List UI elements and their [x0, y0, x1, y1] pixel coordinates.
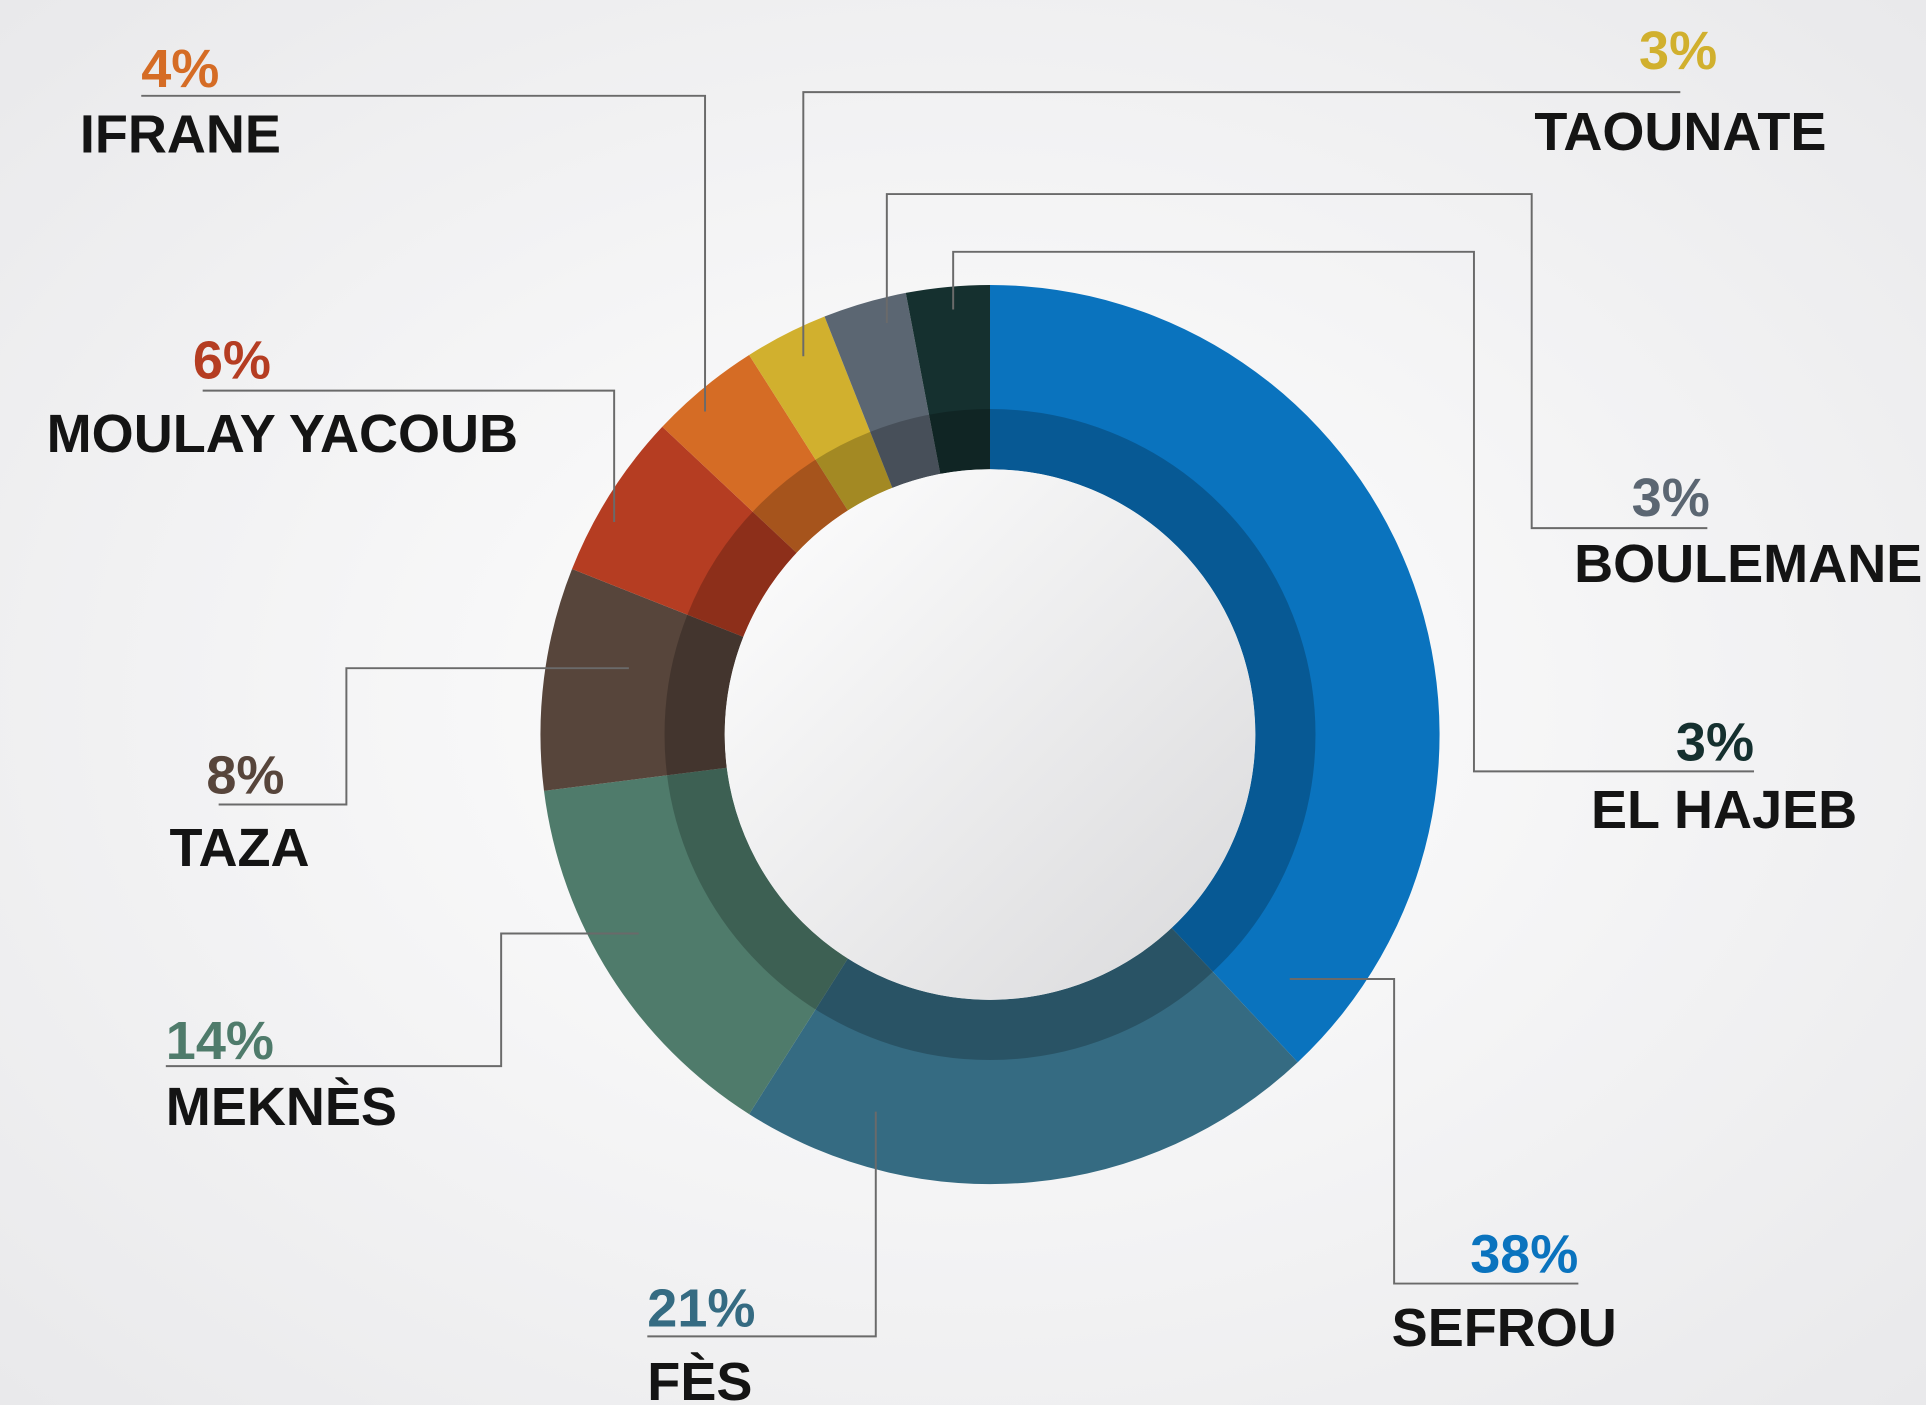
value-label: 8%	[206, 745, 284, 805]
category-label: TAZA	[170, 818, 310, 878]
category-label: MOULAY YACOUB	[47, 404, 518, 464]
leader-line	[218, 667, 629, 806]
leader-line	[802, 91, 1681, 357]
donut-segment	[749, 316, 893, 511]
value-label: 6%	[193, 330, 271, 390]
category-label: BOULEMANE	[1574, 534, 1922, 594]
leader-line	[647, 1111, 877, 1338]
value-label: 21%	[647, 1279, 755, 1339]
value-label: 4%	[141, 39, 219, 99]
category-label: FÈS	[647, 1352, 752, 1405]
donut-segment	[543, 767, 848, 1115]
value-label: 3%	[1639, 21, 1717, 81]
category-label: MEKNÈS	[166, 1077, 397, 1137]
donut-segment	[990, 284, 1440, 1063]
category-label: IFRANE	[80, 104, 281, 164]
donut-segment	[572, 426, 797, 637]
donut-segment	[749, 927, 1298, 1185]
leader-line	[952, 250, 1755, 773]
value-label: 38%	[1470, 1225, 1578, 1285]
donut-group: 38% SEFROU 21% FÈS 14%MEKNÈS 8% TAZA 6% MOULAY Y…	[47, 21, 1923, 1405]
value-label: 3%	[1632, 468, 1710, 528]
donut-segment	[540, 569, 744, 791]
donut-segment	[905, 284, 991, 474]
value-label: 3%	[1676, 712, 1754, 772]
donut-hole	[724, 469, 1256, 1000]
donut-segment	[824, 292, 941, 488]
category-label: TAOUNATE	[1534, 102, 1826, 162]
category-label: SEFROU	[1392, 1298, 1617, 1358]
inner-shade	[664, 409, 1316, 1061]
leader-line	[141, 94, 707, 412]
category-label: EL HAJEB	[1591, 780, 1857, 840]
leader-line	[202, 389, 616, 523]
leader-line	[1289, 977, 1579, 1285]
value-label: 14%	[166, 1011, 274, 1071]
donut-segment	[662, 354, 848, 553]
leader-line	[885, 193, 1708, 530]
leader-line	[165, 932, 639, 1068]
